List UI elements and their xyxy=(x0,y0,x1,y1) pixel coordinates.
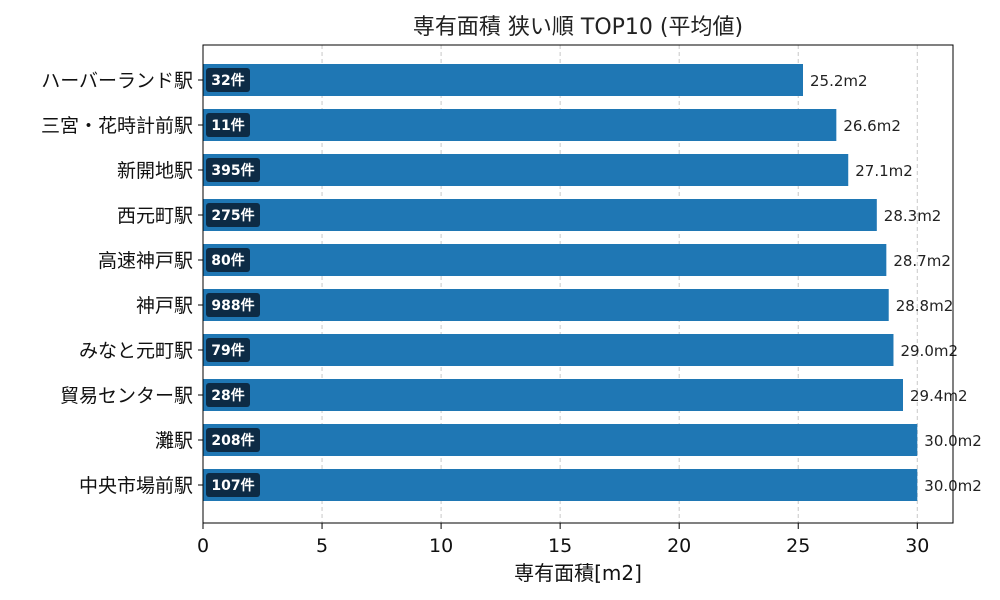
count-label: 28件 xyxy=(211,387,244,404)
count-label: 988件 xyxy=(211,297,254,314)
x-axis-label: 専有面積[m2] xyxy=(514,561,642,585)
count-badge xyxy=(206,203,260,227)
count-label: 32件 xyxy=(211,72,244,89)
count-badge xyxy=(206,473,260,497)
value-label: 28.7m2 xyxy=(893,252,951,270)
value-label: 27.1m2 xyxy=(855,162,913,180)
category-label: 西元町駅 xyxy=(117,205,193,227)
value-label: 29.4m2 xyxy=(910,387,968,405)
category-label: 貿易センター駅 xyxy=(60,385,193,407)
count-label: 275件 xyxy=(211,207,254,224)
value-label: 26.6m2 xyxy=(843,117,901,135)
value-label: 28.3m2 xyxy=(884,207,942,225)
value-label: 28.8m2 xyxy=(896,297,954,315)
x-tick-label: 0 xyxy=(197,535,209,557)
x-tick-label: 30 xyxy=(905,535,929,557)
bar xyxy=(203,154,849,186)
category-label: 新開地駅 xyxy=(117,160,193,182)
count-badge xyxy=(206,383,250,407)
bar xyxy=(203,424,918,456)
plot-frame xyxy=(202,44,954,524)
bar xyxy=(203,64,803,96)
count-badge xyxy=(206,293,260,317)
bar xyxy=(203,244,887,276)
category-label: 中央市場前駅 xyxy=(79,475,193,497)
bar xyxy=(203,109,837,141)
x-axis: 0 5 10 15 20 25 30 xyxy=(197,523,929,557)
count-badge xyxy=(206,113,250,137)
count-label: 107件 xyxy=(211,477,254,494)
category-label: ハーバーランド駅 xyxy=(41,70,193,92)
x-tick-label: 5 xyxy=(316,535,328,557)
x-tick-label: 25 xyxy=(786,535,810,557)
x-tick-label: 15 xyxy=(548,535,572,557)
count-badge xyxy=(206,248,250,272)
category-label: 神戸駅 xyxy=(136,295,193,317)
bar xyxy=(203,289,889,321)
chart-title: 専有面積 狭い順 TOP10 (平均値) xyxy=(413,15,743,40)
x-tick-label: 10 xyxy=(429,535,453,557)
count-label: 80件 xyxy=(211,252,244,269)
count-badge xyxy=(206,68,250,92)
bars: ハーバーランド駅 32件 25.2m2 三宮・花時計前駅 11件 26.6m2 新開地駅 39… xyxy=(41,64,982,501)
count-label: 208件 xyxy=(211,432,254,449)
category-label: 三宮・花時計前駅 xyxy=(41,115,193,137)
x-tick-label: 20 xyxy=(667,535,691,557)
count-badge xyxy=(206,428,260,452)
bar xyxy=(203,199,877,231)
bar xyxy=(203,334,894,366)
value-label: 29.0m2 xyxy=(900,342,958,360)
category-label: 灘駅 xyxy=(155,430,193,452)
count-label: 79件 xyxy=(211,342,244,359)
count-label: 395件 xyxy=(211,162,254,179)
category-label: みなと元町駅 xyxy=(79,340,193,362)
count-label: 11件 xyxy=(211,117,244,134)
count-badge xyxy=(206,338,250,362)
value-label: 25.2m2 xyxy=(810,72,868,90)
count-badge xyxy=(206,158,260,182)
bar xyxy=(203,469,918,501)
bar xyxy=(203,379,903,411)
category-label: 高速神戸駅 xyxy=(98,250,193,272)
